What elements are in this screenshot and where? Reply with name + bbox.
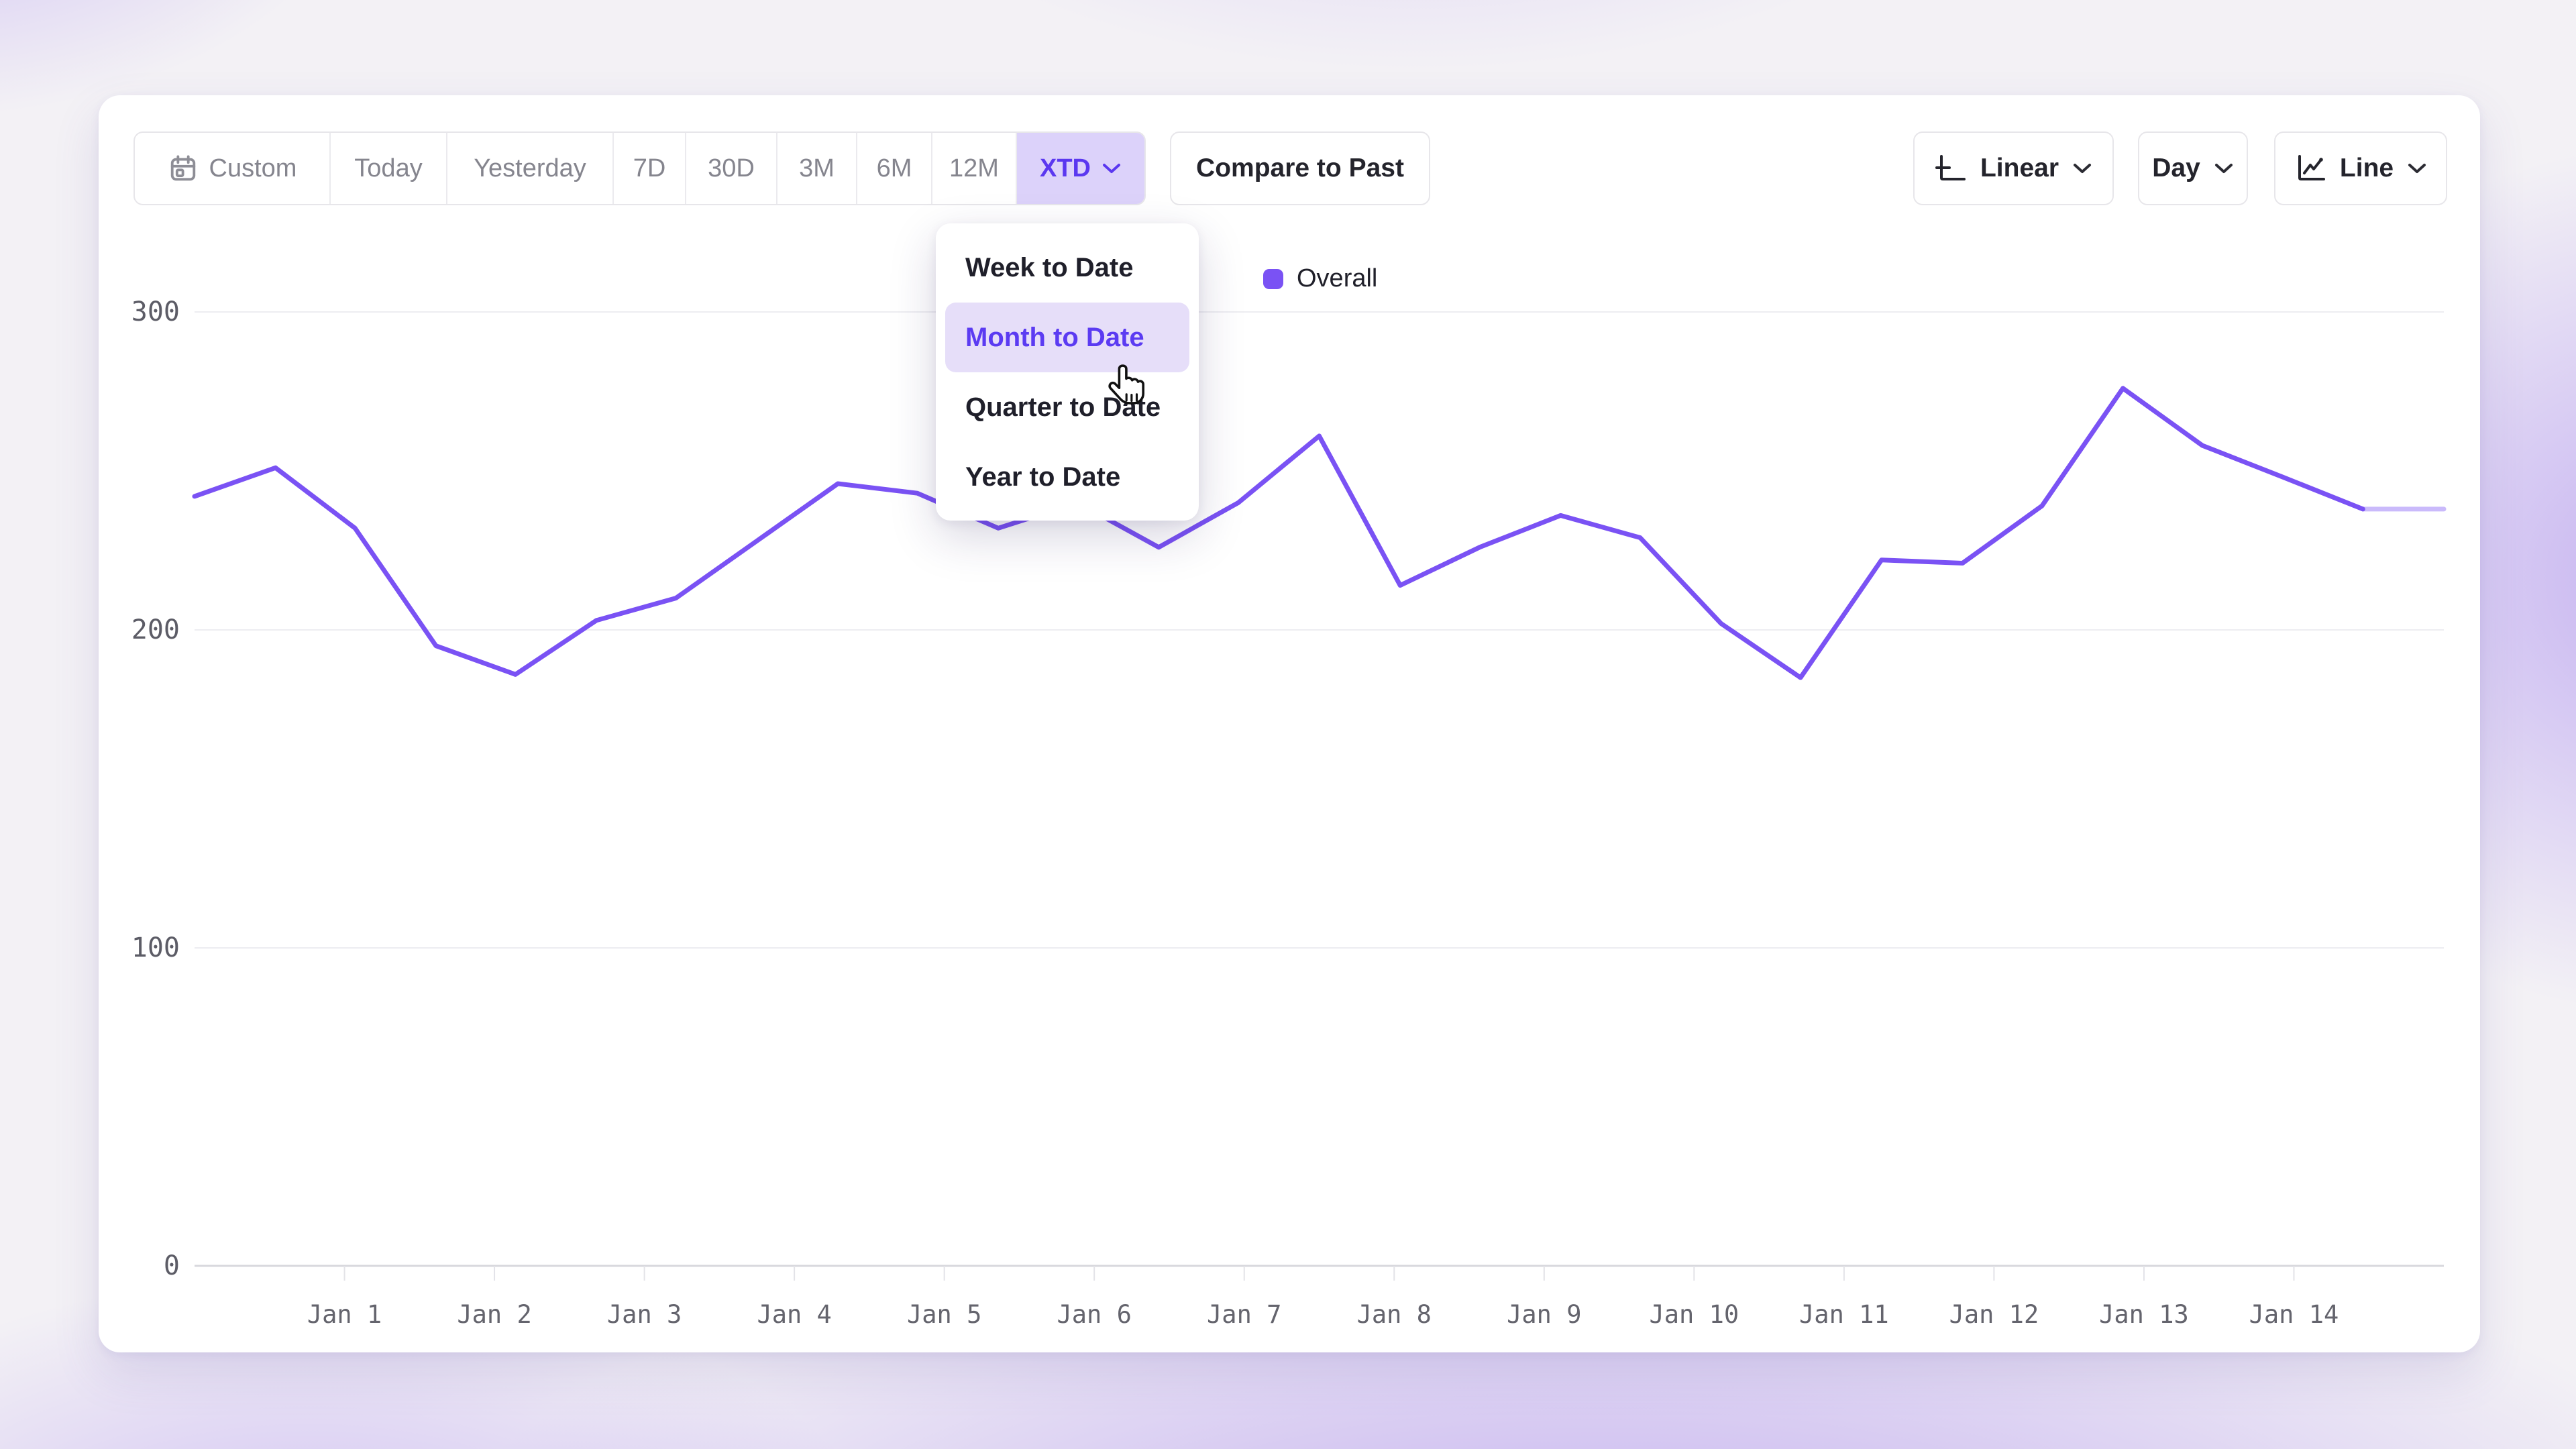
range-button-today[interactable]: Today (331, 133, 447, 204)
svg-text:Jan 8: Jan 8 (1357, 1300, 1432, 1329)
svg-text:Jan 13: Jan 13 (2099, 1300, 2189, 1329)
chevron-down-icon (2074, 164, 2092, 173)
gridlines (195, 311, 2444, 1267)
range-button-xtd[interactable]: XTD (1017, 133, 1144, 204)
chart-type-select[interactable]: Line (2274, 131, 2447, 205)
menu-item-month-to-date[interactable]: Month to Date (945, 303, 1189, 372)
range-button-6m[interactable]: 6M (857, 133, 932, 204)
date-range-segmented-control: Custom Today Yesterday 7D 30D 3M 6M 12M … (133, 131, 1146, 205)
range-button-30d[interactable]: 30D (686, 133, 777, 204)
chart-card: 0 100 200 300 Jan 1 Jan 2 Jan 3 Jan 4 Jan 5 Jan 6… (99, 95, 2480, 1352)
menu-item-week-to-date[interactable]: Week to Date (965, 252, 1134, 282)
cursor-pointer-icon (1108, 364, 1144, 405)
svg-text:Jan 3: Jan 3 (607, 1300, 682, 1329)
svg-text:Jan 4: Jan 4 (757, 1300, 831, 1329)
y-axis-labels: 0 100 200 300 (131, 297, 180, 1281)
compare-to-past-button[interactable]: Compare to Past (1170, 131, 1430, 205)
legend-swatch (1263, 268, 1283, 289)
line-chart: 0 100 200 300 Jan 1 Jan 2 Jan 3 Jan 4 Jan 5 Jan 6… (131, 297, 2447, 1329)
scale-select[interactable]: Linear (1913, 131, 2114, 205)
x-axis-labels: Jan 1 Jan 2 Jan 3 Jan 4 Jan 5 Jan 6 Jan 7 Jan 8… (307, 1300, 2339, 1329)
calendar-icon (170, 155, 195, 181)
svg-text:Jan 2: Jan 2 (457, 1300, 531, 1329)
svg-text:Jan 7: Jan 7 (1207, 1300, 1281, 1329)
series-line-overall (192, 386, 2365, 680)
line-chart-icon (2298, 155, 2325, 180)
range-button-3m[interactable]: 3M (777, 133, 857, 204)
range-button-12m[interactable]: 12M (932, 133, 1017, 204)
svg-text:Jan 14: Jan 14 (2249, 1300, 2339, 1329)
chevron-down-icon (1103, 164, 1120, 173)
svg-text:200: 200 (131, 614, 180, 645)
svg-text:Jan 5: Jan 5 (907, 1300, 981, 1329)
svg-text:Jan 9: Jan 9 (1507, 1300, 1581, 1329)
chevron-down-icon (2214, 164, 2233, 173)
svg-text:300: 300 (131, 297, 180, 327)
chevron-down-icon (2408, 164, 2426, 173)
svg-text:100: 100 (131, 932, 180, 963)
svg-text:Jan 10: Jan 10 (1650, 1300, 1739, 1329)
axis-scale-icon (1935, 155, 1966, 180)
range-button-custom[interactable]: Custom (135, 133, 331, 204)
svg-text:Jan 1: Jan 1 (307, 1300, 382, 1329)
menu-item-year-to-date[interactable]: Year to Date (965, 462, 1121, 492)
menu-item-quarter-to-date[interactable]: Quarter to Date (965, 392, 1161, 422)
x-axis-ticks (343, 1266, 2295, 1281)
xtd-dropdown-menu: Week to Date Month to Date Quarter to Da… (936, 223, 1199, 521)
svg-text:Jan 6: Jan 6 (1057, 1300, 1132, 1329)
range-button-7d[interactable]: 7D (614, 133, 686, 204)
range-button-yesterday[interactable]: Yesterday (447, 133, 614, 204)
chart-legend: Overall (1263, 264, 1377, 293)
range-button-label: Custom (209, 154, 297, 182)
legend-label[interactable]: Overall (1297, 264, 1378, 292)
svg-text:Jan 12: Jan 12 (1949, 1300, 2039, 1329)
granularity-select[interactable]: Day (2138, 131, 2248, 205)
svg-text:0: 0 (164, 1250, 180, 1281)
svg-text:Jan 11: Jan 11 (1799, 1300, 1889, 1329)
